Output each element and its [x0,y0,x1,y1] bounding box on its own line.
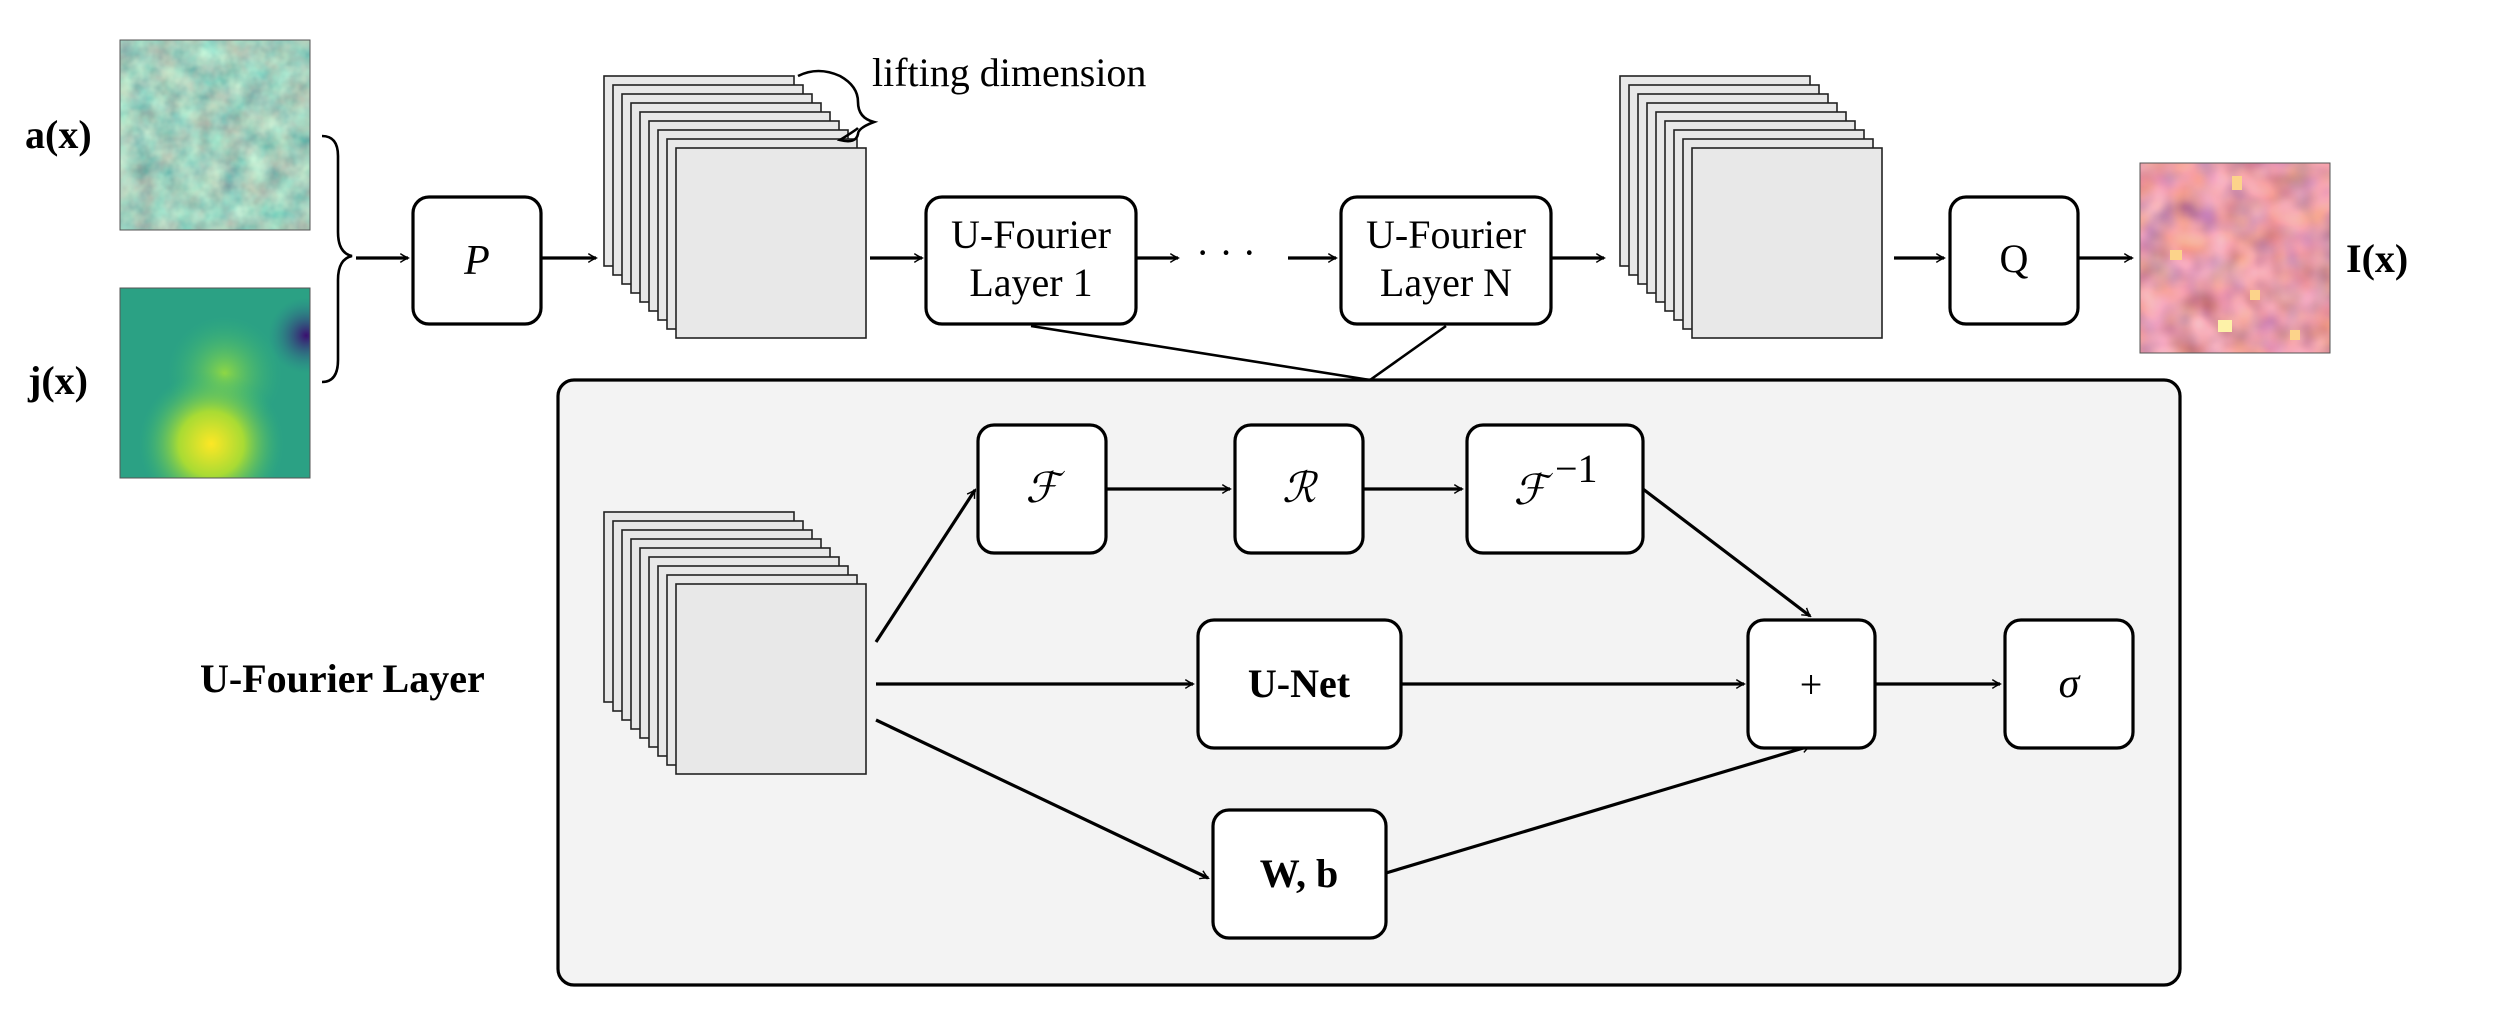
zoom-line-right [1369,324,1447,382]
lifting-dimension-label: lifting dimension [872,50,1146,95]
Q-box [1948,195,2080,326]
feature-map-sheet [675,147,867,339]
u-fourier-layer-1-box [924,195,1138,326]
input-field-j-image [119,287,311,479]
detail-feature-stack [603,511,867,775]
zoom-line-left [1030,324,1371,382]
ufl1-line1: U-Fourier [951,212,1111,257]
activation-box [2003,618,2135,750]
wb-box [1211,808,1388,940]
feature-map-sheet [1691,147,1883,339]
input-brace [321,134,353,384]
arrow-to-wb [875,718,1208,880]
feature-map-sheet [675,583,867,775]
inverse-fourier-sup: −1 [1555,446,1598,491]
P-box [411,195,543,326]
arrow-to-fourier [874,490,975,643]
u-fourier-layer-n-box [1339,195,1553,326]
output-field-image [2139,162,2331,354]
input-a-label: a(x) [25,112,92,157]
output-feature-stack [1619,75,1883,339]
input-field-a-image [119,39,311,231]
ufln-line1: U-Fourier [1366,212,1526,257]
R-label: ℛ [1282,466,1318,512]
sigma-label: σ [2059,661,2082,707]
output-label: I(x) [2346,236,2408,281]
plus-label: + [1800,662,1823,707]
arrow-wb-to-plus [1385,746,1810,875]
lifting-brace [797,69,879,143]
P-label: P [463,238,490,284]
detail-title: U-Fourier Layer [200,656,485,701]
ufl1-line2: Layer 1 [969,260,1092,305]
wb-label: W, b [1260,851,1339,896]
ufln-line2: Layer N [1380,260,1512,305]
arrow-Finv-to-plus [1642,487,1810,616]
lifted-feature-stack [603,75,867,339]
unet-label: U-Net [1248,661,1351,706]
input-j-label: j(x) [27,358,88,403]
Q-label: Q [2000,236,2029,281]
ellipsis: · · · [1196,230,1256,275]
